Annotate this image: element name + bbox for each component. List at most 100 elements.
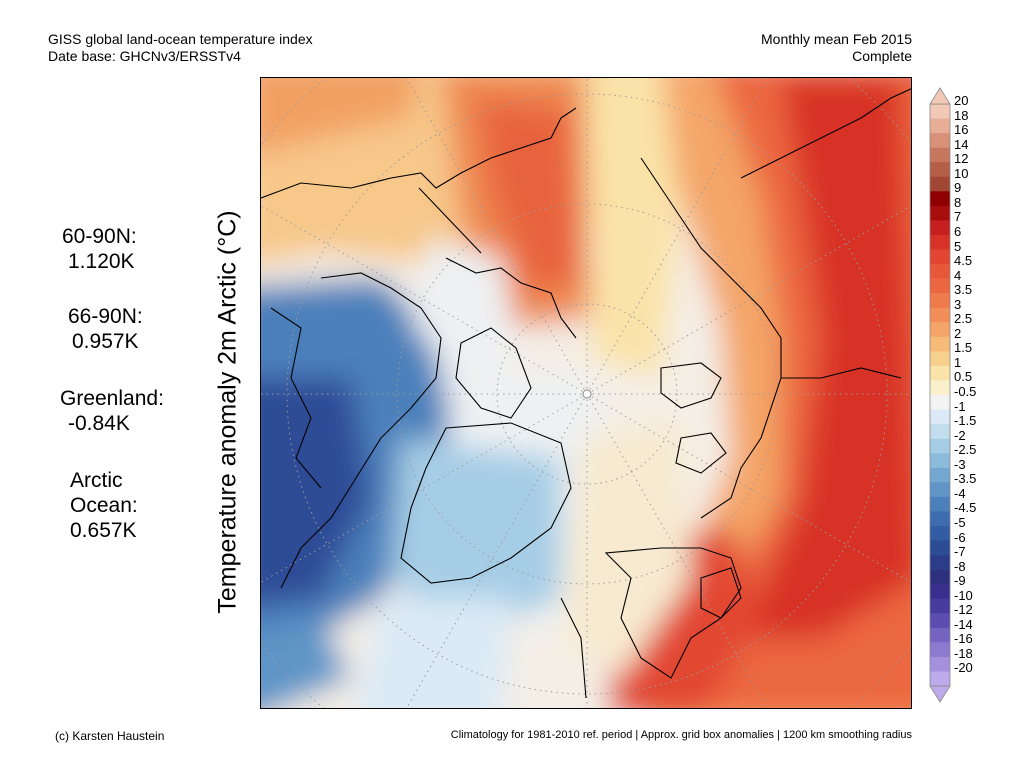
colorbar-swatch <box>930 424 950 439</box>
colorbar-top-arrow <box>929 87 951 105</box>
colorbar-swatch <box>930 467 950 483</box>
colorbar-swatch <box>930 409 950 425</box>
colorbar-label: 3 <box>954 296 962 312</box>
colorbar-swatch <box>930 438 950 454</box>
colorbar-swatch <box>930 453 950 469</box>
colorbar-swatch <box>930 249 950 265</box>
colorbar-swatch <box>930 380 950 396</box>
colorbar <box>929 87 951 703</box>
colorbar-label: 6 <box>954 223 962 239</box>
colorbar-label: 3.5 <box>954 282 973 298</box>
colorbar-label: -12 <box>954 602 973 618</box>
colorbar-axis-label: Temperature anomaly 2m Arctic (°C) <box>213 210 242 614</box>
colorbar-label: 4.5 <box>954 253 973 269</box>
stat-arctic-ocean: Arctic Ocean: 0.657K <box>70 469 138 542</box>
colorbar-swatch <box>930 191 950 207</box>
methodology-note: Climatology for 1981-2010 ref. period | … <box>450 729 912 741</box>
colorbar-swatch <box>930 540 950 556</box>
colorbar-label: -20 <box>954 660 973 676</box>
colorbar-swatch <box>930 671 950 687</box>
colorbar-swatch <box>930 104 950 119</box>
colorbar-label: 0.5 <box>954 369 973 385</box>
colorbar-label: -14 <box>954 616 973 632</box>
colorbar-swatch <box>930 118 950 134</box>
period-label: Monthly mean Feb 2015 <box>761 31 912 47</box>
colorbar-label: 1.5 <box>954 340 973 356</box>
colorbar-swatch <box>930 627 950 643</box>
colorbar-label: 20 <box>954 93 969 108</box>
colorbar-label: 2 <box>954 325 962 341</box>
colorbar-label: -1.5 <box>954 413 977 429</box>
colorbar-label: -8 <box>954 558 966 574</box>
colorbar-swatch <box>930 482 950 498</box>
colorbar-swatch <box>930 322 950 338</box>
colorbar-swatch <box>930 264 950 279</box>
colorbar-swatch <box>930 351 950 367</box>
colorbar-label: 7 <box>954 209 962 225</box>
colorbar-label: -3 <box>954 456 966 472</box>
colorbar-swatch <box>930 656 950 672</box>
colorbar-label: 9 <box>954 180 962 196</box>
colorbar-swatch <box>930 162 950 178</box>
colorbar-swatch <box>930 220 950 236</box>
colorbar-label: 16 <box>954 122 969 138</box>
colorbar-label: -9 <box>954 573 966 589</box>
colorbar-swatch <box>930 642 950 658</box>
colorbar-swatch <box>930 293 950 308</box>
colorbar-swatch <box>930 307 950 323</box>
colorbar-label: 14 <box>954 136 969 152</box>
colorbar-label: 4 <box>954 267 962 283</box>
colorbar-swatch <box>930 336 950 352</box>
colorbar-swatch <box>930 511 950 527</box>
colorbar-swatch <box>930 234 950 250</box>
stat-60-90n: 60-90N: 1.120K <box>62 225 137 273</box>
north-pole-marker <box>582 389 592 399</box>
colorbar-label: -16 <box>954 631 973 647</box>
colorbar-swatch <box>930 176 950 192</box>
colorbar-swatch <box>930 278 950 294</box>
colorbar-swatch <box>930 555 950 570</box>
credit: (c) Karsten Haustein <box>55 729 165 743</box>
colorbar-swatch <box>930 395 950 410</box>
polar-map <box>260 77 912 709</box>
colorbar-label: -18 <box>954 645 973 661</box>
colorbar-label: 18 <box>954 107 969 123</box>
header-left: GISS global land-ocean temperature index… <box>48 31 313 65</box>
colorbar-swatch <box>930 569 950 585</box>
colorbar-label: -4.5 <box>954 500 977 516</box>
colorbar-label: 2.5 <box>954 311 973 327</box>
colorbar-swatch <box>930 584 950 599</box>
colorbar-label: -2.5 <box>954 442 977 458</box>
graticule <box>261 78 911 708</box>
colorbar-swatch <box>930 133 950 148</box>
colorbar-label: -10 <box>954 587 973 603</box>
data-base-label: Date base: GHCNv3/ERSSTv4 <box>48 48 241 64</box>
stat-greenland: Greenland: -0.84K <box>60 387 164 435</box>
colorbar-label: -3.5 <box>954 471 977 487</box>
colorbar-swatch <box>930 496 950 512</box>
dataset-title: GISS global land-ocean temperature index <box>48 31 313 47</box>
stat-66-90n: 66-90N: 0.957K <box>68 305 143 353</box>
colorbar-label: -1 <box>954 398 966 414</box>
colorbar-swatch <box>930 205 950 221</box>
colorbar-label: 8 <box>954 194 962 210</box>
completeness-label: Complete <box>852 48 912 64</box>
colorbar-label: -4 <box>954 485 966 501</box>
colorbar-label: -0.5 <box>954 384 977 399</box>
colorbar-label: 1 <box>954 354 962 370</box>
colorbar-label: 5 <box>954 238 962 254</box>
anomaly-map-svg <box>261 78 911 708</box>
colorbar-label: -2 <box>954 427 966 443</box>
colorbar-label: -6 <box>954 529 966 545</box>
colorbar-label: 12 <box>954 151 969 167</box>
colorbar-swatch <box>930 598 950 614</box>
colorbar-swatch <box>930 365 950 381</box>
colorbar-swatch <box>930 525 950 541</box>
colorbar-swatch <box>930 147 950 163</box>
header-right: Monthly mean Feb 2015 Complete <box>640 31 912 65</box>
coastlines <box>261 88 911 699</box>
colorbar-swatch <box>930 613 950 629</box>
colorbar-label: -5 <box>954 514 966 530</box>
colorbar-label: 10 <box>954 165 969 181</box>
colorbar-bottom-arrow <box>929 685 951 703</box>
